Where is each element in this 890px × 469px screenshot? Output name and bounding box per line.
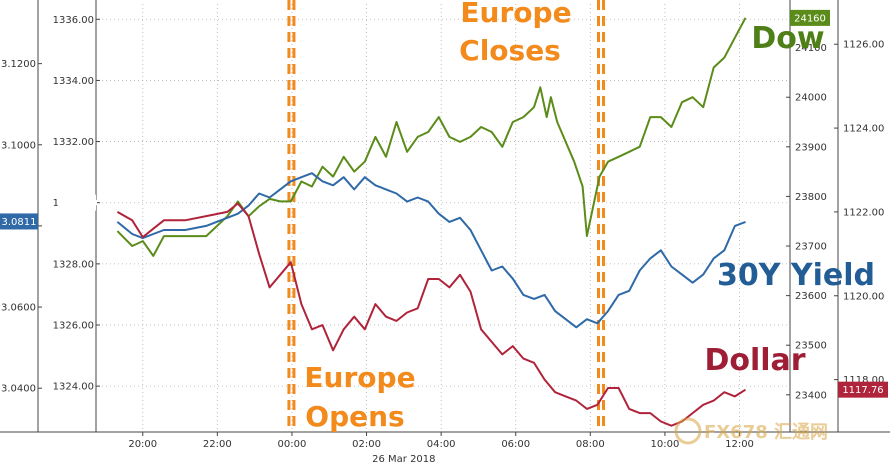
x-tick-label: 02:00 — [352, 439, 381, 450]
gold-tick-label: 1336.00 — [53, 15, 94, 26]
grid — [98, 4, 788, 432]
x-tick-label: 20:00 — [128, 439, 157, 450]
watermark-group: FX678 汇通网 — [674, 417, 828, 445]
dow-tick-label: 23500 — [795, 341, 827, 352]
x-tick-label: 22:00 — [203, 439, 232, 450]
dollar-tag-bg — [838, 381, 888, 398]
dow-tag-text: 24160 — [794, 13, 826, 24]
series-line-dollar — [116, 202, 747, 427]
dollar-tag-text: 1117.76 — [842, 385, 883, 396]
yield-tick-label: 3.0400 — [1, 384, 36, 395]
dow-tick-label: 23400 — [795, 390, 827, 401]
dow-tick-label: 23600 — [795, 291, 827, 302]
watermark-logo — [674, 417, 702, 445]
yield-current-tag: 3.0811 — [0, 213, 38, 230]
gold-tag-text: 1330.00 — [56, 198, 97, 209]
gold-tick-label: 1334.00 — [53, 76, 94, 87]
series — [116, 17, 747, 427]
dow-tick-label: 23800 — [795, 192, 827, 203]
annotation-dow: Dow — [751, 21, 824, 56]
yield-tick-label: 3.1200 — [1, 59, 36, 70]
dow-tick-label: 23900 — [795, 142, 827, 153]
gold-tick-label: 1332.00 — [53, 137, 94, 148]
x-tick-label: 04:00 — [427, 439, 456, 450]
series-line-dow — [116, 17, 747, 257]
annotation-dollar: Dollar — [704, 343, 805, 378]
yield-tick-label: 3.1000 — [1, 140, 36, 151]
dow-current-tag: 24160 — [790, 9, 830, 26]
dollar-tick-label: 1124.00 — [843, 124, 884, 135]
date-label: 26 Mar 2018 — [372, 454, 435, 465]
yield-tick-label: 3.0600 — [1, 303, 36, 314]
dow-tick-label: 23700 — [795, 242, 827, 253]
x-tick-label: 08:00 — [576, 439, 605, 450]
annotations: Europe Closes Dow 30Y Yield Dollar Europe Open… — [304, 0, 875, 433]
series-line-30y-yield — [116, 172, 746, 329]
dollar-tick-label: 1118.00 — [843, 375, 884, 386]
annotation-30y-yield: 30Y Yield — [717, 258, 875, 293]
watermark: FX678 汇通网 — [674, 417, 828, 445]
dollar-tick-label: 1120.00 — [843, 291, 884, 302]
event-lines — [287, 0, 606, 432]
x-tick-label: 10:00 — [651, 439, 680, 450]
annotation-europe: Europe — [460, 0, 571, 29]
gold-tick-label: 1324.00 — [53, 382, 94, 393]
yield-tag-bg — [0, 213, 38, 230]
dollar-tick-label: 1122.00 — [843, 207, 884, 218]
gold-tag-bg — [58, 194, 96, 211]
value-tags: 3.0811 1330.00 24160 1117.76 — [0, 9, 888, 398]
x-tick-label: 00:00 — [278, 439, 307, 450]
gold-tick-label: 1328.00 — [53, 259, 94, 270]
dow-tick-label: 24000 — [795, 93, 827, 104]
dow-tag-bg — [790, 9, 830, 26]
annotation-opens: Opens — [305, 400, 404, 433]
x-tick-label: 06:00 — [501, 439, 530, 450]
annotation-closes: Closes — [459, 34, 561, 67]
gold-current-tag: 1330.00 — [56, 194, 98, 211]
dow-tick-label: 24100 — [795, 43, 827, 54]
gold-tick-label: 1326.00 — [53, 321, 94, 332]
x-tick-label: 12:00 — [725, 439, 754, 450]
dollar-tick-label: 1126.00 — [843, 40, 884, 51]
dollar-current-tag: 1117.76 — [838, 381, 888, 398]
annotation-europe: Europe — [304, 361, 415, 394]
watermark-text: FX678 汇通网 — [704, 422, 828, 443]
yield-tag-text: 3.0811 — [2, 217, 37, 228]
